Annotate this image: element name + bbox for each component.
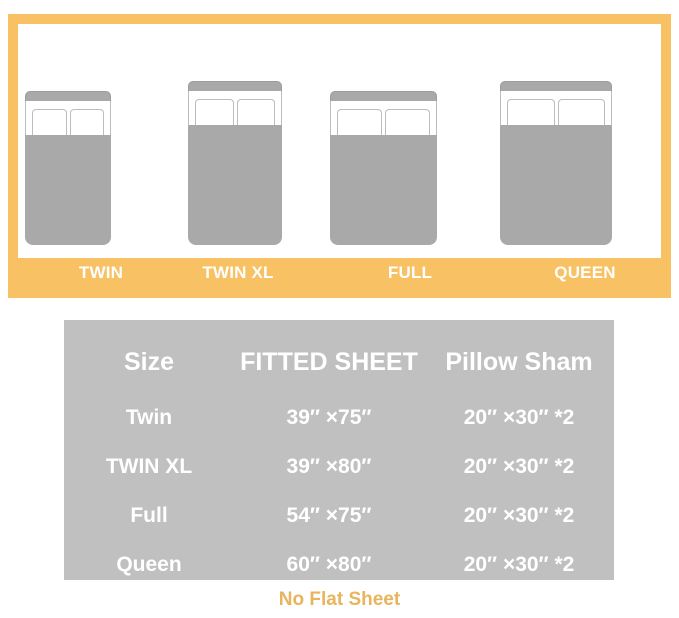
column-header-size: Size: [123, 347, 175, 376]
table-row: TWIN XL 39″ ×80″ 20″ ×30″ *2: [64, 442, 614, 492]
bed-headboard: [25, 91, 111, 101]
bed-mattress: [25, 135, 111, 245]
bed-mattress: [188, 125, 282, 245]
no-flat-sheet-note: No Flat Sheet: [278, 589, 401, 610]
bed-pillow-band: [500, 91, 612, 125]
pillow: [69, 109, 104, 135]
cell-pillow-sham: 20″ ×30″ *2: [463, 553, 575, 576]
bed-illustration: [330, 91, 437, 245]
bed-size-label: FULL: [387, 263, 433, 282]
bed-mattress: [330, 135, 437, 245]
cell-size: Twin: [125, 406, 173, 429]
bed-pillow-band: [188, 91, 282, 125]
cell-pillow-sham: 20″ ×30″ *2: [463, 406, 575, 429]
table-row: Full 54″ ×75″ 20″ ×30″ *2: [64, 491, 614, 541]
bed-illustration: [25, 91, 111, 245]
bed-headboard: [188, 81, 282, 91]
table-row: Queen 60″ ×80″ 20″ ×30″ *2: [64, 540, 614, 590]
bed-headboard: [330, 91, 437, 101]
cell-fitted-sheet: 60″ ×80″: [286, 553, 372, 576]
pillow: [557, 99, 605, 125]
pillow: [337, 109, 382, 135]
cell-fitted-sheet: 39″ ×75″: [286, 406, 372, 429]
column-header-pillow-sham: Pillow Sham: [445, 347, 593, 376]
bed-pillow-band: [330, 101, 437, 135]
bed-pillow-band: [25, 101, 111, 135]
bed-illustration: [500, 81, 612, 245]
bed-label-bar: TWIN TWIN XL FULL QUEEN: [18, 258, 661, 288]
bed-illustration: [188, 81, 282, 245]
table-header-row: Size FITTED SHEET Pillow Sham: [64, 337, 614, 387]
cell-size: TWIN XL: [105, 455, 193, 478]
pillow: [195, 99, 234, 125]
bed-size-label: TWIN: [78, 263, 124, 282]
table-row: Twin 39″ ×75″ 20″ ×30″ *2: [64, 393, 614, 443]
column-header-fitted-sheet: FITTED SHEET: [240, 347, 418, 376]
bed-size-label: QUEEN: [554, 263, 616, 282]
cell-size: Full: [130, 504, 168, 527]
cell-pillow-sham: 20″ ×30″ *2: [463, 455, 575, 478]
cell-pillow-sham: 20″ ×30″ *2: [463, 504, 575, 527]
pillow: [385, 109, 430, 135]
cell-fitted-sheet: 54″ ×75″: [286, 504, 372, 527]
cell-size: Queen: [116, 553, 182, 576]
bed-mattress: [500, 125, 612, 245]
size-chart-table: Size FITTED SHEET Pillow Sham Twin 39″ ×…: [64, 320, 614, 580]
bed-illustration-row: [18, 24, 661, 269]
cell-fitted-sheet: 39″ ×80″: [286, 455, 372, 478]
pillow: [236, 99, 275, 125]
pillow: [32, 109, 67, 135]
pillow: [507, 99, 555, 125]
bed-headboard: [500, 81, 612, 91]
bed-size-label: TWIN XL: [202, 263, 274, 282]
bed-size-diagram-frame: TWIN TWIN XL FULL QUEEN: [8, 14, 671, 298]
